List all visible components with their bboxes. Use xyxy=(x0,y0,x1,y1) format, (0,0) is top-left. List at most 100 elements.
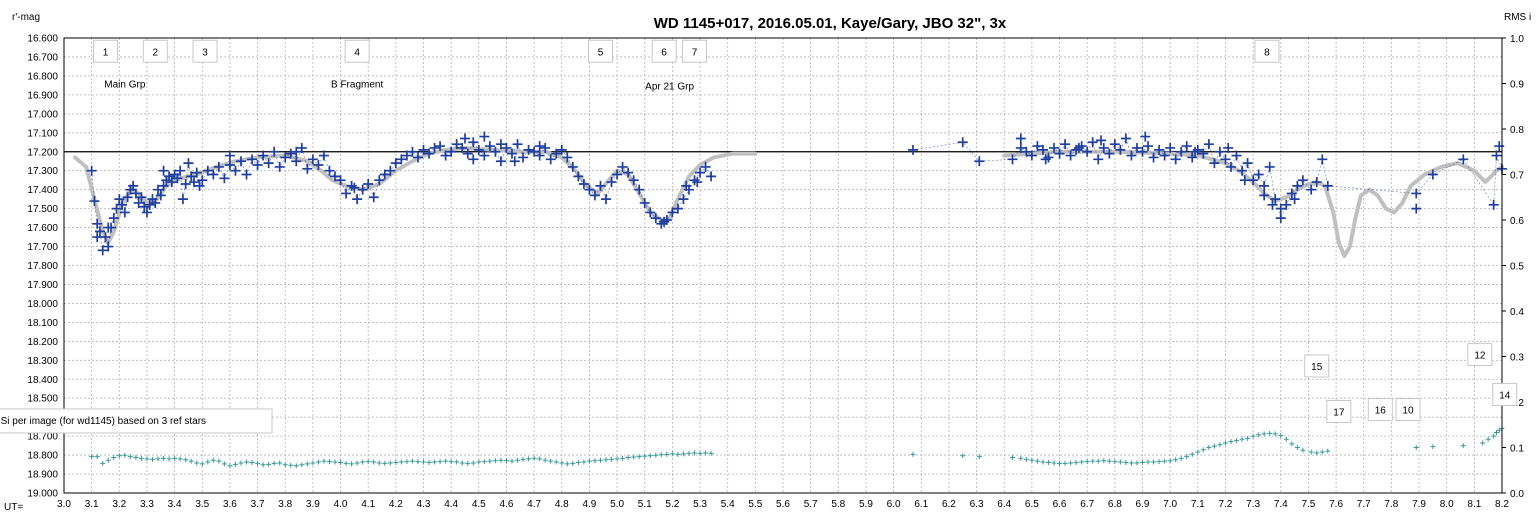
annotation-box xyxy=(1254,39,1280,63)
x-axis-label: UT= xyxy=(4,502,23,513)
mag-data-point xyxy=(1239,175,1250,186)
mag-data-point xyxy=(172,173,183,184)
mag-data-point xyxy=(667,207,678,218)
x-tick-label: 3.8 xyxy=(278,499,292,510)
rms-data-point xyxy=(1485,436,1491,442)
rms-data-point xyxy=(498,457,504,463)
rms-data-point xyxy=(1261,431,1267,437)
rms-data-point xyxy=(1095,458,1101,464)
rms-data-point xyxy=(1413,445,1419,450)
annotation-label: 15 xyxy=(1311,362,1323,373)
annotation-box xyxy=(587,39,613,63)
mag-data-point xyxy=(1165,142,1176,153)
mag-data-point xyxy=(1237,165,1248,176)
mag-data-point xyxy=(139,201,150,212)
rms-data-point xyxy=(1128,460,1134,466)
mag-data-point xyxy=(659,216,670,227)
mag-data-point xyxy=(194,180,205,191)
mag-data-point xyxy=(1488,199,1499,210)
x-tick-label: 5.7 xyxy=(804,499,818,510)
mag-data-point xyxy=(92,218,103,229)
mag-data-point xyxy=(197,175,208,186)
annotation-label: 8 xyxy=(1264,47,1270,58)
rms-data-point xyxy=(1491,433,1497,439)
y-left-tick-label: 17.700 xyxy=(27,242,58,253)
mag-data-point xyxy=(180,178,191,189)
y-left-tick-label: 17.200 xyxy=(27,147,58,158)
mag-data-point xyxy=(418,144,429,155)
mag-data-point xyxy=(589,190,600,201)
mag-data-point xyxy=(473,144,484,155)
mag-data-point xyxy=(700,161,711,172)
mag-data-point xyxy=(1317,154,1328,165)
x-tick-label: 4.6 xyxy=(500,499,514,510)
rms-data-point xyxy=(100,460,106,466)
rms-data-point xyxy=(1079,459,1085,465)
mag-data-point xyxy=(562,152,573,163)
rms-data-point xyxy=(1228,439,1234,445)
mag-data-point xyxy=(119,207,130,218)
x-tick-label: 7.7 xyxy=(1357,499,1371,510)
mag-data-point xyxy=(141,207,152,218)
annotation-label: 5 xyxy=(598,47,604,58)
rms-data-point xyxy=(415,459,421,465)
annotation-box xyxy=(651,39,677,63)
mag-data-point xyxy=(484,141,495,152)
mag-data-point xyxy=(1154,144,1165,155)
y-right-tick-label: 0.1 xyxy=(1510,444,1524,455)
mag-data-point xyxy=(130,188,141,199)
x-tick-label: 7.6 xyxy=(1329,499,1343,510)
rms-data-point xyxy=(636,454,642,460)
mag-data-point xyxy=(567,161,578,172)
mag-data-point xyxy=(252,160,263,171)
rms-data-point xyxy=(960,453,966,459)
mag-data-point xyxy=(1054,148,1065,159)
annotation-label: Apr 21 Grp xyxy=(645,81,694,92)
y-left-tick-label: 18.500 xyxy=(27,394,58,405)
rms-data-point xyxy=(1480,440,1486,446)
mag-data-point xyxy=(1267,199,1278,210)
annotation-box xyxy=(344,39,370,63)
rms-data-point xyxy=(166,456,172,462)
mag-data-point xyxy=(1187,152,1198,163)
y-right-tick-label: 0.3 xyxy=(1510,353,1524,364)
mag-data-point xyxy=(92,232,103,243)
rms-data-point xyxy=(492,458,498,464)
mag-data-point xyxy=(188,177,199,188)
model-curve xyxy=(73,146,758,245)
mag-data-point xyxy=(692,177,703,188)
mag-data-point xyxy=(296,142,307,153)
mag-data-point xyxy=(1259,190,1270,201)
rms-data-point xyxy=(1278,433,1284,439)
rms-data-point xyxy=(349,461,355,467)
x-tick-label: 3.0 xyxy=(57,499,71,510)
y-left-tick-label: 17.100 xyxy=(27,128,58,139)
rms-data-point xyxy=(470,460,476,466)
x-tick-label: 7.3 xyxy=(1246,499,1260,510)
mag-data-point xyxy=(1137,146,1148,157)
rms-data-point xyxy=(177,456,183,462)
mag-data-point xyxy=(213,161,224,172)
mag-data-point xyxy=(1411,188,1422,199)
mag-data-point xyxy=(224,150,235,161)
rms-data-point xyxy=(343,460,349,466)
rms-data-point xyxy=(1090,458,1096,464)
mag-data-point xyxy=(1096,135,1107,146)
rms-data-point xyxy=(382,460,388,466)
mag-data-point xyxy=(1275,203,1286,214)
rms-data-point xyxy=(620,455,626,461)
mag-data-point xyxy=(407,146,418,157)
mag-data-point xyxy=(1181,141,1192,152)
mag-data-point xyxy=(158,165,169,176)
rms-data-point xyxy=(138,455,144,461)
mag-data-point xyxy=(1275,213,1286,224)
rms-data-point xyxy=(354,460,360,466)
mag-data-point xyxy=(1458,154,1469,165)
rms-data-point xyxy=(421,459,426,465)
rms-data-point xyxy=(426,460,432,466)
mag-data-point xyxy=(1170,154,1181,165)
mag-data-point xyxy=(540,142,551,153)
mag-data-point xyxy=(545,154,556,165)
x-tick-label: 4.5 xyxy=(472,499,486,510)
